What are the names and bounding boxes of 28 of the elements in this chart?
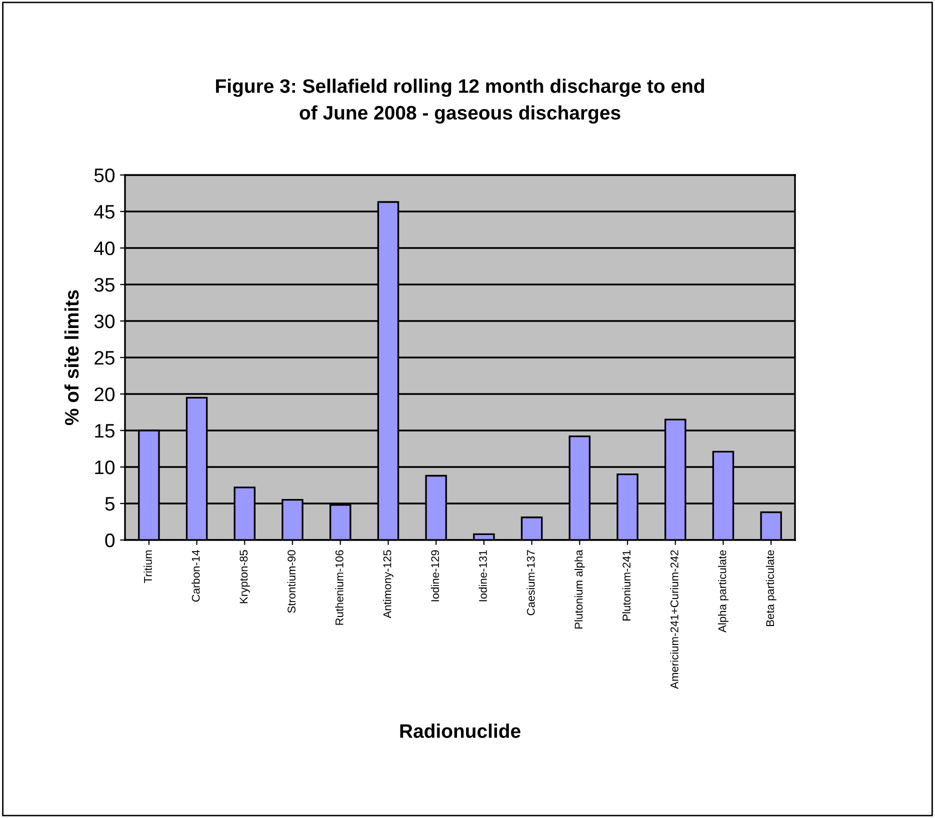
y-tick-label: 10 [95, 460, 115, 474]
x-tick-label: Iodine-131 [478, 550, 487, 602]
x-tick-label: Strontium-90 [287, 550, 296, 613]
y-tick-label: 5 [105, 497, 114, 511]
x-tick-label: Tritium [144, 550, 152, 583]
y-tick-label: 0 [105, 533, 115, 548]
x-tick-label: Krypton-85 [240, 550, 250, 604]
chart-title: Figure 3: Sellafield rolling 12 month discharge to end of June 2008 - gaseous discharges [216, 78, 704, 124]
x-tick-label: Carbon-14 [192, 550, 200, 602]
y-tick-label: 25 [94, 350, 114, 365]
x-tick-label: Antimony-125 [383, 550, 394, 618]
y-tick-label: 35 [94, 278, 114, 292]
x-tick-label: Iodine-129 [430, 550, 440, 602]
y-tick-label: 40 [94, 241, 115, 256]
y-axis-title: % of site limits [64, 290, 79, 426]
y-tick-label: 20 [94, 387, 115, 402]
y-tick-label: 15 [95, 424, 114, 438]
y-tick-label: 30 [94, 314, 115, 328]
x-tick-label: Ruthenium-106 [335, 550, 344, 625]
x-axis-title: Radionuclide [400, 724, 520, 738]
y-tick-label: 50 [94, 168, 115, 182]
x-tick-label: Beta particulate [766, 550, 776, 626]
y-tick-label: 45 [94, 205, 114, 219]
x-tick-label: Americium-241+Curium-242 [670, 550, 678, 689]
x-tick-label: Plutonium-241 [622, 550, 630, 620]
x-tick-label: Alpha particulate [718, 550, 728, 632]
x-tick-label: Plutonium alpha [574, 550, 585, 628]
x-tick-label: Caesium-137 [526, 550, 535, 616]
